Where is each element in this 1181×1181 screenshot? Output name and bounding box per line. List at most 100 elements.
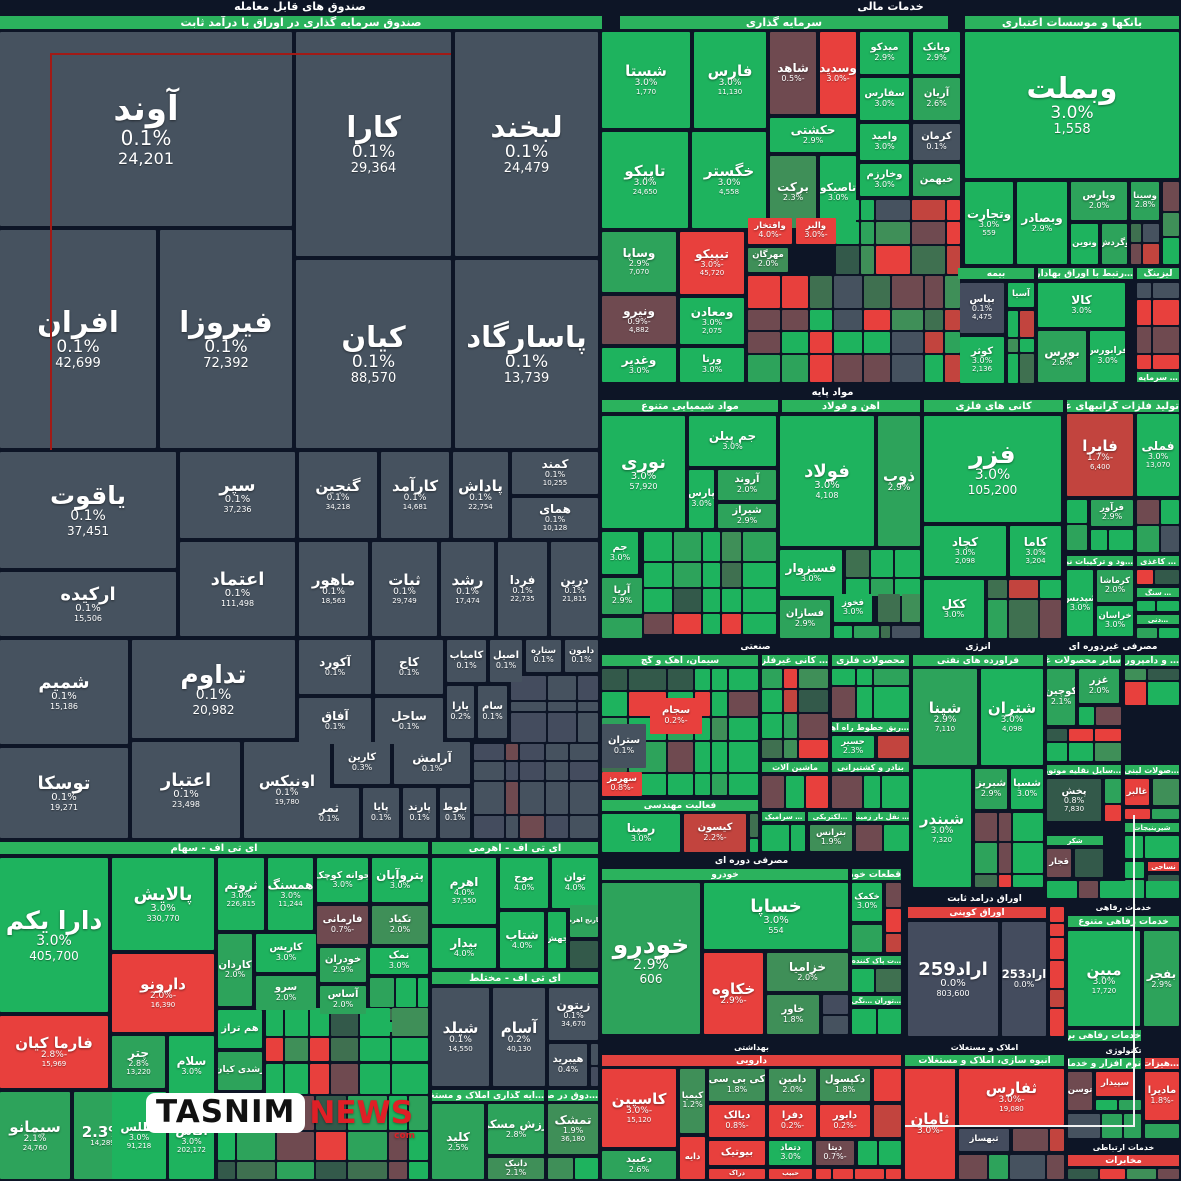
mini-tile[interactable] xyxy=(277,1162,314,1179)
mini-tile[interactable] xyxy=(1020,354,1034,383)
mini-tile[interactable] xyxy=(853,626,880,638)
mini-tile[interactable] xyxy=(790,825,805,851)
treemap-tile[interactable]: یارا 0.2% xyxy=(447,686,474,738)
treemap-tile[interactable]: فرآور 2.9% xyxy=(1091,500,1133,526)
treemap-tile[interactable]: خاور 1.8% xyxy=(767,995,819,1034)
treemap-tile[interactable]: دامین 2.0% xyxy=(769,1069,816,1101)
mini-tile[interactable] xyxy=(762,690,783,713)
mini-tile[interactable] xyxy=(277,1131,314,1161)
treemap-tile[interactable]: چتر 2.8% 13,220 xyxy=(112,1036,165,1088)
treemap-tile[interactable]: کلید 2.5% xyxy=(432,1104,484,1179)
treemap-tile[interactable]: آریان 2.6% xyxy=(913,78,960,120)
mini-tile[interactable] xyxy=(474,744,504,761)
treemap-tile[interactable]: دراک xyxy=(709,1169,765,1179)
mini-tile[interactable] xyxy=(810,310,833,331)
mini-tile[interactable] xyxy=(988,580,1008,599)
mini-tile[interactable] xyxy=(722,532,741,562)
mini-tile[interactable] xyxy=(742,589,776,613)
mini-tile[interactable] xyxy=(882,776,909,808)
mini-tile[interactable] xyxy=(1099,881,1131,898)
mini-tile[interactable] xyxy=(1151,809,1179,819)
treemap-tile[interactable]: کاج 0.1% xyxy=(375,640,443,694)
treemap-tile[interactable]: سام 0.1% xyxy=(478,686,507,738)
treemap-tile[interactable]: مادیرا -1.8% xyxy=(1145,1072,1179,1120)
mini-tile[interactable] xyxy=(856,669,873,685)
mini-tile[interactable] xyxy=(925,332,943,354)
treemap-tile[interactable]: برکت 2.3% xyxy=(770,156,816,228)
mini-tile[interactable] xyxy=(285,1063,309,1094)
treemap-tile[interactable]: کی بی سی 1.8% xyxy=(709,1069,765,1101)
mini-tile[interactable] xyxy=(762,825,789,851)
mini-tile[interactable] xyxy=(891,276,924,309)
mini-tile[interactable] xyxy=(750,839,758,852)
treemap-tile[interactable]: کچاد 3.0% 2,098 xyxy=(924,526,1006,576)
mini-tile[interactable] xyxy=(852,1009,877,1034)
mini-tile[interactable] xyxy=(874,1105,901,1137)
mini-tile[interactable] xyxy=(894,579,920,596)
treemap-tile[interactable]: آفاق 0.1% xyxy=(299,698,371,744)
mini-tile[interactable] xyxy=(823,1015,848,1034)
mini-tile[interactable] xyxy=(856,686,873,718)
mini-tile[interactable] xyxy=(236,1162,276,1179)
treemap-tile[interactable]: فملی 3.0% 13,070 xyxy=(1137,414,1179,496)
treemap-tile[interactable]: خگستر 3.0% 4,558 xyxy=(692,132,766,228)
treemap-tile[interactable]: دکپسول 1.8% xyxy=(820,1069,870,1101)
mini-tile[interactable] xyxy=(999,842,1011,874)
mini-tile[interactable] xyxy=(359,1038,391,1062)
treemap-tile[interactable]: هیبرید 0.4% xyxy=(549,1044,587,1086)
mini-tile[interactable] xyxy=(1137,355,1152,369)
treemap-tile[interactable]: هم تراز xyxy=(218,1010,262,1048)
mini-tile[interactable] xyxy=(925,355,943,382)
mini-tile[interactable] xyxy=(1160,526,1179,552)
mini-tile[interactable] xyxy=(823,995,848,1014)
treemap-tile[interactable]: تیپیکو -3.0% 45,720 xyxy=(680,232,744,294)
mini-tile[interactable] xyxy=(782,355,809,382)
mini-tile[interactable] xyxy=(1068,743,1094,761)
mini-tile[interactable] xyxy=(310,1038,330,1062)
mini-tile[interactable] xyxy=(886,1169,901,1179)
treemap-tile[interactable]: فردا 0.1% 22,735 xyxy=(498,542,547,636)
treemap-tile[interactable]: وپارس 2.0% xyxy=(1071,182,1127,220)
mini-tile[interactable] xyxy=(1046,1155,1064,1179)
mini-tile[interactable] xyxy=(331,1063,358,1094)
mini-tile[interactable] xyxy=(310,1008,330,1037)
treemap-tile[interactable]: جوانه کوچک 3.0% xyxy=(317,858,368,902)
mini-tile[interactable] xyxy=(806,776,828,808)
treemap-tile[interactable]: تمشک 1.9% 36,180 xyxy=(548,1104,598,1154)
mini-tile[interactable] xyxy=(1158,628,1179,638)
treemap-tile[interactable]: ثامان -3.0% xyxy=(905,1069,955,1179)
mini-tile[interactable] xyxy=(975,813,998,841)
treemap-tile[interactable]: دارونو -2.0% 16,390 xyxy=(112,954,214,1032)
mini-tile[interactable] xyxy=(742,614,776,634)
mini-tile[interactable] xyxy=(1137,327,1152,354)
mini-tile[interactable] xyxy=(854,1169,885,1179)
treemap-tile[interactable]: زیتون 0.1% 34,670 xyxy=(549,988,598,1040)
treemap-tile[interactable]: ونیرو -0.9% 4,882 xyxy=(602,296,676,344)
mini-tile[interactable] xyxy=(1105,804,1121,821)
mini-tile[interactable] xyxy=(1153,283,1179,299)
mini-tile[interactable] xyxy=(602,669,628,691)
treemap-tile[interactable]: کرمان 0.1% xyxy=(913,124,960,160)
treemap-tile[interactable]: کیمیا 1.2% xyxy=(680,1069,705,1133)
mini-tile[interactable] xyxy=(1008,339,1019,353)
mini-tile[interactable] xyxy=(1137,628,1157,638)
treemap-tile[interactable]: آریا 2.9% xyxy=(602,578,642,614)
mini-tile[interactable] xyxy=(750,814,758,838)
mini-tile[interactable] xyxy=(505,781,518,815)
mini-tile[interactable] xyxy=(1068,1169,1099,1179)
mini-tile[interactable] xyxy=(875,200,911,220)
treemap-tile[interactable]: بلوط 0.1% xyxy=(440,788,470,838)
mini-tile[interactable] xyxy=(748,310,781,331)
mini-tile[interactable] xyxy=(1068,729,1094,742)
treemap-tile[interactable]: فارما کیان -2.8% 15,969 xyxy=(0,1016,108,1088)
mini-tile[interactable] xyxy=(870,579,893,596)
mini-tile[interactable] xyxy=(511,713,547,742)
treemap-tile[interactable]: شیلد 0.1% 14,550 xyxy=(432,988,489,1086)
mini-tile[interactable] xyxy=(1012,875,1043,887)
treemap-tile[interactable]: کمند 0.1% 10,255 xyxy=(512,452,598,494)
mini-tile[interactable] xyxy=(852,969,875,992)
mini-tile[interactable] xyxy=(742,532,776,562)
mini-tile[interactable] xyxy=(879,1141,901,1165)
mini-tile[interactable] xyxy=(1075,849,1103,877)
treemap-tile[interactable]: فارس 3.0% 11,130 xyxy=(694,32,766,128)
